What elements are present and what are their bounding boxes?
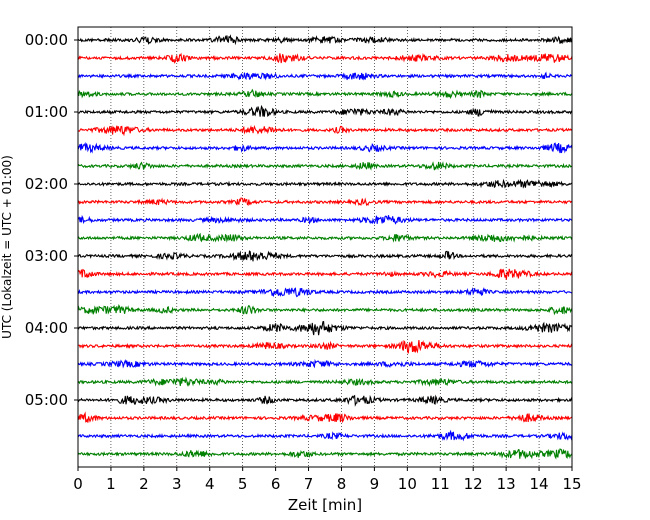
x-tick-label: 3 xyxy=(172,475,182,493)
trace-0200 xyxy=(77,178,573,189)
grid-lines xyxy=(110,27,540,467)
trace-0215 xyxy=(77,197,573,207)
plot-area xyxy=(78,27,572,467)
trace-0015 xyxy=(77,52,573,64)
trace-0515 xyxy=(77,411,573,424)
y-axis: 00:00 01:00 02:00 03:00 04:00 05:00 xyxy=(25,31,78,409)
x-tick-label: 15 xyxy=(562,475,581,493)
x-tick-label: 11 xyxy=(431,475,450,493)
trace-0130 xyxy=(77,141,573,154)
x-axis-label: Zeit [min] xyxy=(288,496,362,514)
trace-0030 xyxy=(77,71,573,81)
x-tick-label: 2 xyxy=(139,475,149,493)
x-tick-label: 8 xyxy=(337,475,347,493)
trace-0115 xyxy=(77,124,573,137)
x-tick-label: 6 xyxy=(271,475,281,493)
trace-0400 xyxy=(77,320,573,336)
trace-0230 xyxy=(77,214,573,225)
x-tick-label: 10 xyxy=(398,475,417,493)
plot-frame xyxy=(77,26,573,468)
trace-0500 xyxy=(77,394,573,407)
trace-0445 xyxy=(77,376,573,388)
trace-0315 xyxy=(77,268,573,280)
x-tick-label: 1 xyxy=(106,475,116,493)
trace-0000 xyxy=(77,34,573,46)
trace-0330 xyxy=(77,287,573,298)
trace-0245 xyxy=(77,232,573,243)
x-tick-label: 9 xyxy=(370,475,380,493)
trace-0100 xyxy=(77,104,573,117)
y-axis-label: UTC (Lokalzeit = UTC + 01:00) xyxy=(0,155,14,339)
trace-0145 xyxy=(77,161,573,171)
trace-0300 xyxy=(77,250,573,262)
trace-group xyxy=(77,34,573,460)
x-tick-label: 4 xyxy=(205,475,215,493)
y-tick-label: 03:00 xyxy=(25,247,68,265)
trace-0430 xyxy=(77,358,573,369)
x-tick-label: 13 xyxy=(497,475,516,493)
trace-0045 xyxy=(77,88,573,100)
x-tick-label: 12 xyxy=(464,475,483,493)
y-tick-label: 00:00 xyxy=(25,31,68,49)
y-tick-label: 02:00 xyxy=(25,175,68,193)
trace-0415 xyxy=(77,339,573,354)
trace-0530 xyxy=(77,429,573,442)
y-tick-label: 04:00 xyxy=(25,319,68,337)
x-tick-label: 0 xyxy=(73,475,83,493)
trace-0345 xyxy=(77,303,573,316)
y-tick-label: 01:00 xyxy=(25,103,68,121)
y-tick-label: 05:00 xyxy=(25,391,68,409)
trace-0545 xyxy=(77,448,573,460)
x-axis: 0 1 2 3 4 5 6 7 8 9 10 11 12 13 14 15 xyxy=(73,467,582,493)
x-tick-label: 14 xyxy=(530,475,549,493)
x-tick-label: 7 xyxy=(304,475,314,493)
x-tick-label: 5 xyxy=(238,475,248,493)
